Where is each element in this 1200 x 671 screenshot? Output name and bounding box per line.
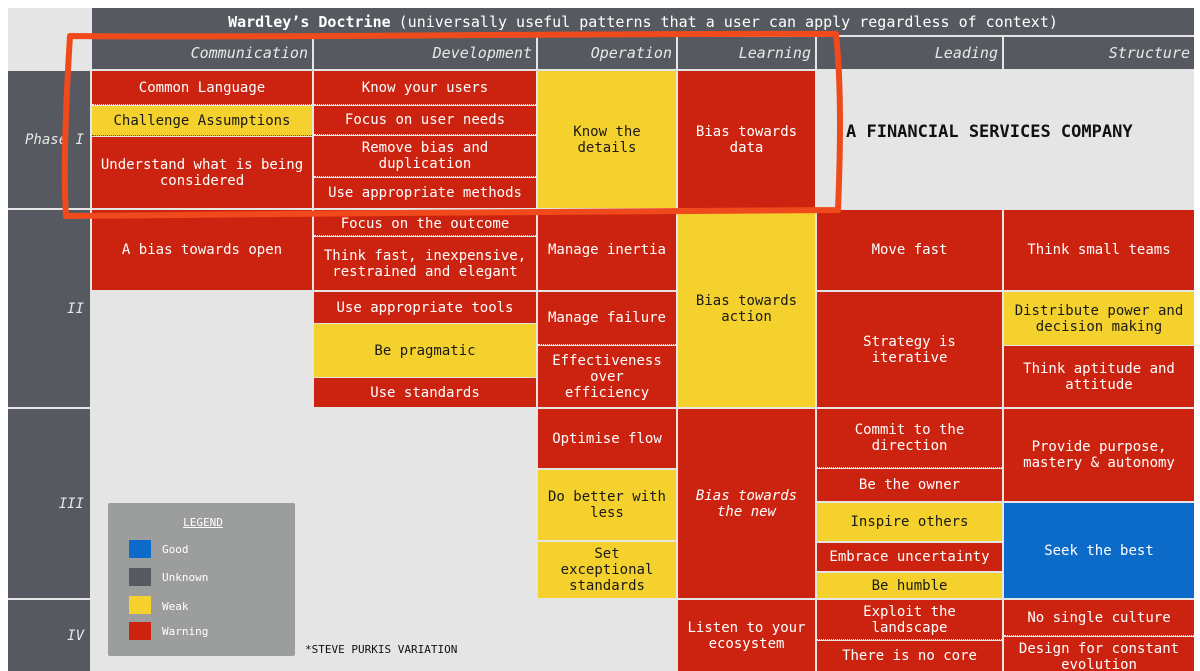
legend-label-warning: Warning (162, 625, 209, 638)
cell-inspire-others: Inspire others (817, 503, 1002, 541)
cell-use-appropriate-tools: Use appropriate tools (314, 292, 536, 323)
cell-embrace-uncertainty: Embrace uncertainty (817, 543, 1002, 571)
column-header-operation: Operation (538, 37, 676, 69)
cell-strategy-iterative: Strategy is iterative (817, 292, 1002, 407)
cell-distribute-power: Distribute power and decision making (1004, 292, 1194, 345)
legend-swatch-unknown (129, 568, 151, 586)
footnote: *STEVE PURKIS VARIATION (305, 643, 458, 656)
cell-set-exceptional: Set exceptional standards (538, 542, 676, 598)
cell-manage-failure: Manage failure (538, 292, 676, 345)
cell-think-fast: Think fast, inexpensive, restrained and … (314, 237, 536, 290)
cell-exploit-landscape: Exploit the landscape (817, 600, 1002, 640)
legend-swatch-weak (129, 596, 151, 614)
cell-seek-the-best: Seek the best (1004, 503, 1194, 598)
column-header-learning: Learning (678, 37, 815, 69)
cell-optimise-flow: Optimise flow (538, 409, 676, 468)
cell-effectiveness: Effectiveness over efficiency (538, 346, 676, 407)
cell-challenge-assumptions: Challenge Assumptions (92, 106, 312, 136)
phase-header-1: Phase I (8, 71, 90, 208)
cell-understand-considered: Understand what is being considered (92, 137, 312, 208)
cell-listen-ecosystem: Listen to your ecosystem (678, 600, 815, 671)
cell-bias-towards-open: A bias towards open (92, 210, 312, 290)
column-header-communication: Communication (92, 37, 312, 69)
cell-be-the-owner: Be the owner (817, 469, 1002, 501)
cell-bias-towards-new: Bias towards the new (678, 409, 815, 598)
cell-think-small-teams: Think small teams (1004, 210, 1194, 290)
cell-no-single-culture: No single culture (1004, 600, 1194, 636)
cell-know-the-details: Know the details (538, 71, 676, 208)
column-header-leading: Leading (817, 37, 1002, 69)
doctrine-subtitle: (universally useful patterns that a user… (398, 12, 1058, 31)
cell-use-appropriate-methods: Use appropriate methods (314, 178, 536, 208)
cell-do-better: Do better with less (538, 470, 676, 540)
cell-be-pragmatic: Be pragmatic (314, 324, 536, 377)
cell-be-humble: Be humble (817, 573, 1002, 598)
cell-commit-direction: Commit to the direction (817, 409, 1002, 468)
company-label: A FINANCIAL SERVICES COMPANY (846, 122, 1133, 142)
phase-header-3: III (8, 409, 90, 598)
column-header-structure: Structure (1004, 37, 1194, 69)
cell-think-aptitude: Think aptitude and attitude (1004, 346, 1194, 407)
phase-header-2: II (8, 210, 90, 407)
legend-label-unknown: Unknown (162, 571, 209, 584)
cell-design-constant: Design for constant evolution (1004, 637, 1194, 671)
cell-use-standards: Use standards (314, 378, 536, 407)
cell-focus-outcome: Focus on the outcome (314, 210, 536, 236)
cell-bias-towards-action: Bias towards action (678, 210, 815, 407)
doctrine-title-bar: Wardley’s Doctrine (universally useful p… (92, 8, 1194, 35)
cell-common-language: Common Language (92, 71, 312, 105)
cell-move-fast: Move fast (817, 210, 1002, 290)
legend-label-weak: Weak (162, 600, 189, 613)
doctrine-title: Wardley’s Doctrine (228, 12, 391, 31)
phase-header-4: IV (8, 600, 90, 671)
legend-box: LEGEND Good Unknown Weak Warning (108, 503, 295, 656)
legend-swatch-warning (129, 622, 151, 640)
legend-swatch-good (129, 540, 151, 558)
cell-bias-towards-data: Bias towards data (678, 71, 815, 208)
cell-no-core: There is no core (817, 641, 1002, 671)
cell-remove-bias: Remove bias and duplication (314, 136, 536, 177)
column-header-development: Development (314, 37, 536, 69)
legend-label-good: Good (162, 543, 189, 556)
cell-provide-purpose: Provide purpose, mastery & autonomy (1004, 409, 1194, 501)
cell-focus-user-needs: Focus on user needs (314, 106, 536, 135)
legend-title: LEGEND (183, 516, 223, 529)
cell-manage-inertia: Manage inertia (538, 210, 676, 290)
cell-know-your-users: Know your users (314, 71, 536, 105)
